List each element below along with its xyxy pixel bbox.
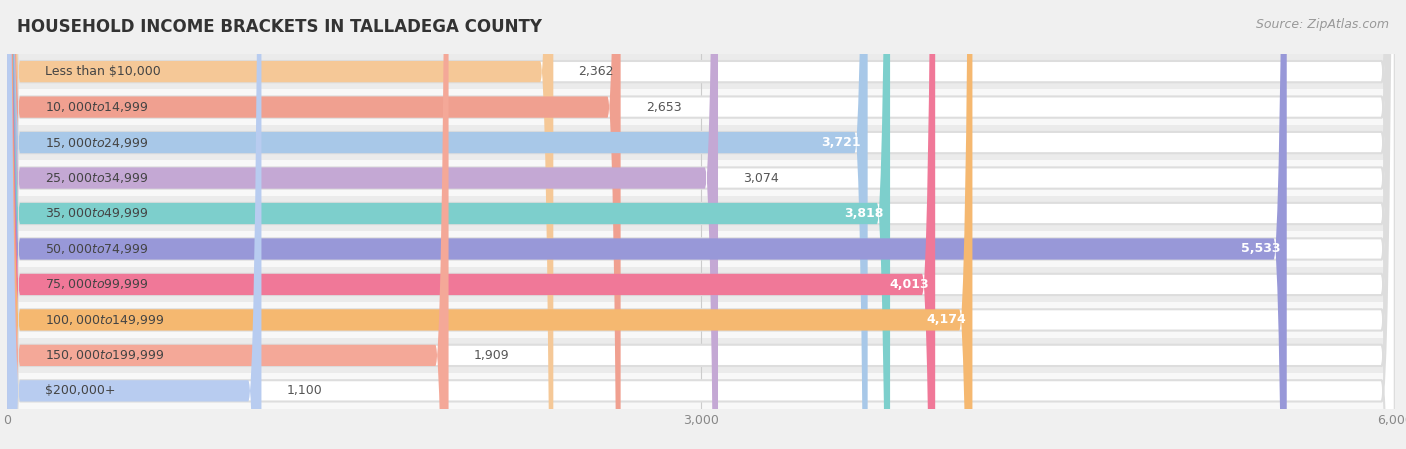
FancyBboxPatch shape bbox=[7, 0, 1395, 449]
FancyBboxPatch shape bbox=[7, 0, 620, 449]
Text: 4,013: 4,013 bbox=[889, 278, 928, 291]
FancyBboxPatch shape bbox=[7, 0, 1395, 449]
FancyBboxPatch shape bbox=[7, 0, 718, 449]
FancyBboxPatch shape bbox=[7, 0, 868, 449]
Text: $25,000 to $34,999: $25,000 to $34,999 bbox=[45, 171, 149, 185]
Text: 3,818: 3,818 bbox=[844, 207, 883, 220]
Text: 2,653: 2,653 bbox=[645, 101, 682, 114]
Bar bbox=[7, 302, 1395, 338]
Bar bbox=[7, 125, 1395, 160]
Bar bbox=[7, 338, 1395, 373]
Text: 2,362: 2,362 bbox=[578, 65, 614, 78]
Text: $35,000 to $49,999: $35,000 to $49,999 bbox=[45, 207, 149, 220]
Bar bbox=[7, 54, 1395, 89]
Text: $75,000 to $99,999: $75,000 to $99,999 bbox=[45, 277, 149, 291]
FancyBboxPatch shape bbox=[7, 0, 1395, 449]
FancyBboxPatch shape bbox=[7, 0, 890, 449]
Text: 3,721: 3,721 bbox=[821, 136, 860, 149]
FancyBboxPatch shape bbox=[7, 0, 1395, 449]
Text: $150,000 to $199,999: $150,000 to $199,999 bbox=[45, 348, 165, 362]
Text: $10,000 to $14,999: $10,000 to $14,999 bbox=[45, 100, 149, 114]
Text: $100,000 to $149,999: $100,000 to $149,999 bbox=[45, 313, 165, 327]
Bar bbox=[7, 196, 1395, 231]
FancyBboxPatch shape bbox=[7, 0, 1395, 449]
Bar bbox=[7, 160, 1395, 196]
FancyBboxPatch shape bbox=[7, 0, 1286, 449]
FancyBboxPatch shape bbox=[7, 0, 1395, 449]
Bar bbox=[7, 231, 1395, 267]
FancyBboxPatch shape bbox=[7, 0, 935, 449]
Text: HOUSEHOLD INCOME BRACKETS IN TALLADEGA COUNTY: HOUSEHOLD INCOME BRACKETS IN TALLADEGA C… bbox=[17, 18, 541, 36]
FancyBboxPatch shape bbox=[7, 0, 1395, 449]
Text: Less than $10,000: Less than $10,000 bbox=[45, 65, 162, 78]
FancyBboxPatch shape bbox=[7, 0, 449, 449]
Text: 3,074: 3,074 bbox=[744, 172, 779, 185]
FancyBboxPatch shape bbox=[7, 0, 554, 449]
Bar bbox=[7, 373, 1395, 409]
Text: 5,533: 5,533 bbox=[1240, 242, 1279, 255]
FancyBboxPatch shape bbox=[7, 0, 1395, 449]
Text: 4,174: 4,174 bbox=[927, 313, 966, 326]
Text: $50,000 to $74,999: $50,000 to $74,999 bbox=[45, 242, 149, 256]
Bar bbox=[7, 89, 1395, 125]
FancyBboxPatch shape bbox=[7, 0, 973, 449]
Text: $200,000+: $200,000+ bbox=[45, 384, 115, 397]
Bar bbox=[7, 267, 1395, 302]
Text: Source: ZipAtlas.com: Source: ZipAtlas.com bbox=[1256, 18, 1389, 31]
FancyBboxPatch shape bbox=[7, 0, 1395, 449]
Text: 1,100: 1,100 bbox=[287, 384, 322, 397]
FancyBboxPatch shape bbox=[7, 0, 1395, 449]
Text: $15,000 to $24,999: $15,000 to $24,999 bbox=[45, 136, 149, 150]
Text: 1,909: 1,909 bbox=[474, 349, 509, 362]
FancyBboxPatch shape bbox=[7, 0, 262, 449]
